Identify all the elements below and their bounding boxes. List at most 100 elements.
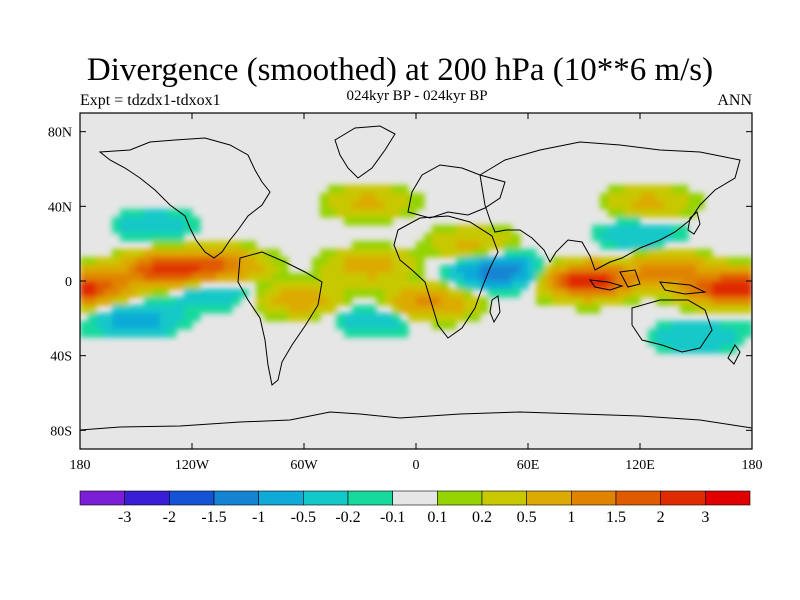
field-cell	[152, 225, 161, 234]
field-cell	[552, 281, 561, 290]
field-cell	[560, 273, 569, 282]
field-cell	[400, 329, 409, 338]
field-cell	[320, 193, 329, 202]
field-cell	[448, 225, 457, 234]
field-cell	[320, 281, 329, 290]
field-cell	[624, 265, 633, 274]
field-cell	[152, 329, 161, 338]
field-cell	[144, 273, 153, 282]
field-cell	[512, 265, 521, 274]
field-cell	[640, 241, 649, 250]
x-axis: 180 120W 60W 0 60E 120E 180	[70, 113, 763, 473]
field-cell	[176, 241, 185, 250]
field-cell	[256, 297, 265, 306]
field-cell	[392, 249, 401, 258]
field-cell	[232, 265, 241, 274]
field-cell	[600, 273, 609, 282]
field-cell	[168, 233, 177, 242]
field-cell	[344, 329, 353, 338]
field-cell	[352, 281, 361, 290]
field-cell	[128, 233, 137, 242]
field-cell	[624, 209, 633, 218]
field-cell	[144, 233, 153, 242]
field-cell	[224, 289, 233, 298]
y-axis: 80N 40N 0 40S 80S	[48, 126, 752, 439]
field-cell	[384, 281, 393, 290]
x-tick-label: 120E	[625, 458, 655, 473]
field-cell	[696, 305, 705, 314]
field-cell	[192, 265, 201, 274]
field-cell	[728, 321, 737, 330]
field-cell	[368, 257, 377, 266]
field-cell	[96, 329, 105, 338]
field-cell	[88, 265, 97, 274]
field-cell	[400, 209, 409, 218]
colorbar: -3 -2 -1.5 -1 -0.5 -0.2 -0.1 0.1 0.2 0.5 1 1.5 2 3	[79, 490, 751, 526]
field-cell	[120, 265, 129, 274]
field-cell	[376, 249, 385, 258]
field-cell	[320, 305, 329, 314]
field-cell	[696, 337, 705, 346]
field-cell	[616, 241, 625, 250]
field-cell	[336, 201, 345, 210]
field-cell	[376, 289, 385, 298]
field-cell	[360, 249, 369, 258]
field-cell	[736, 297, 745, 306]
field-cell	[208, 297, 217, 306]
field-cell	[648, 185, 657, 194]
field-cell	[192, 249, 201, 258]
field-cell	[656, 297, 665, 306]
field-cell	[664, 257, 673, 266]
colorbar-label: -0.1	[380, 509, 405, 526]
field-cell	[360, 201, 369, 210]
field-cell	[352, 321, 361, 330]
field-cell	[184, 305, 193, 314]
field-cell	[104, 329, 113, 338]
field-cell	[176, 209, 185, 218]
field-cell	[360, 273, 369, 282]
colorbar-swatch	[437, 490, 483, 506]
field-cell	[584, 265, 593, 274]
colorbar-swatch	[615, 490, 661, 506]
field-cell	[616, 217, 625, 226]
field-cell	[112, 297, 121, 306]
field-cell	[120, 233, 129, 242]
field-cell	[376, 321, 385, 330]
field-cell	[128, 313, 137, 322]
field-cell	[680, 345, 689, 354]
field-cell	[608, 273, 617, 282]
field-cell	[352, 257, 361, 266]
field-cell	[736, 329, 745, 338]
field-cell	[160, 249, 169, 258]
field-cell	[288, 297, 297, 306]
field-cell	[184, 313, 193, 322]
field-cell	[744, 273, 752, 282]
field-cell	[480, 273, 489, 282]
field-cell	[184, 297, 193, 306]
field-cell	[488, 273, 497, 282]
field-cell	[512, 257, 521, 266]
colorbar-label: 1.5	[606, 509, 626, 526]
field-cell	[704, 321, 713, 330]
field-cell	[656, 209, 665, 218]
field-cell	[216, 241, 225, 250]
colorbar-swatch	[705, 490, 751, 506]
field-cell	[144, 225, 153, 234]
field-cell	[376, 217, 385, 226]
field-cell	[376, 281, 385, 290]
field-cell	[496, 273, 505, 282]
field-cell	[696, 345, 705, 354]
field-cell	[184, 209, 193, 218]
field-cell	[320, 201, 329, 210]
field-cell	[160, 241, 169, 250]
field-cell	[568, 281, 577, 290]
field-cell	[280, 281, 289, 290]
field-cell	[552, 257, 561, 266]
field-cell	[136, 217, 145, 226]
field-cell	[712, 297, 721, 306]
field-cell	[448, 313, 457, 322]
field-cell	[328, 249, 337, 258]
field-cell	[720, 297, 729, 306]
field-cell	[368, 217, 377, 226]
field-cell	[152, 289, 161, 298]
